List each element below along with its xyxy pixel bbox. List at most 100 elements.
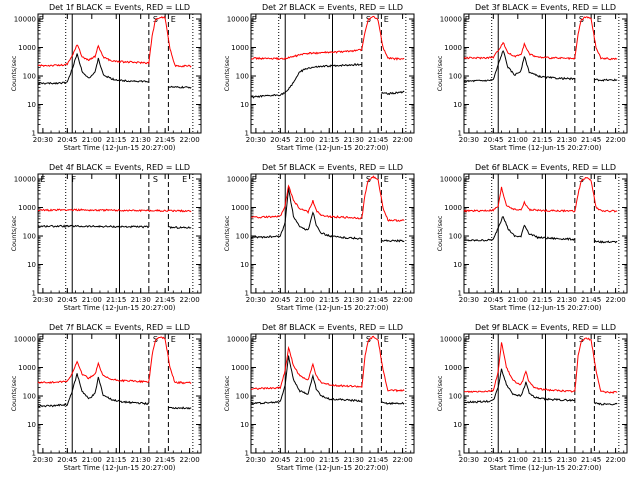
y-tick-label: 100 — [236, 393, 249, 401]
x-tick-label: 20:30 — [246, 296, 266, 304]
lld-series-line — [463, 176, 618, 213]
flag-label: E — [597, 175, 602, 184]
y-tick-label: 1000 — [444, 204, 462, 212]
x-tick-label: 21:00 — [82, 136, 102, 144]
lld-series-line — [37, 336, 192, 385]
x-tick-label: 21:15 — [532, 456, 552, 464]
events-series-line — [168, 226, 192, 230]
x-tick-label: 20:45 — [483, 136, 503, 144]
flag-label: E — [40, 175, 45, 184]
flag-label: S — [366, 335, 371, 344]
events-series-line — [381, 90, 405, 96]
y-tick-label: 10 — [453, 421, 462, 429]
x-tick-label: 21:15 — [106, 136, 126, 144]
flag-label: S — [579, 175, 584, 184]
panel-title: Det 9f BLACK = Events, RED = LLD — [475, 323, 616, 332]
y-tick-label: 10 — [453, 101, 462, 109]
y-axis-label: Counts/sec — [10, 55, 18, 91]
x-tick-label: 21:15 — [319, 136, 339, 144]
y-tick-label: 100 — [23, 393, 36, 401]
x-tick-label: 21:00 — [508, 296, 528, 304]
y-tick-label: 1000 — [444, 44, 462, 52]
y-tick-label: 10000 — [14, 176, 36, 184]
x-tick-label: 22:00 — [179, 296, 199, 304]
x-tick-label: 21:00 — [82, 456, 102, 464]
flag-label: E — [465, 175, 470, 184]
panel-7: Det 7f BLACK = Events, RED = LLD 1 10 100 10… — [10, 323, 202, 472]
flag-label: S — [153, 175, 158, 184]
y-tick-label: 10000 — [440, 336, 462, 344]
flag-label: F — [72, 175, 77, 184]
panel-8: Det 8f BLACK = Events, RED = LLD 1 10 100 10… — [223, 323, 415, 472]
x-tick-label: 22:00 — [605, 296, 625, 304]
events-series-line — [168, 406, 192, 410]
events-series-line — [250, 187, 362, 240]
events-series-line — [381, 401, 405, 406]
flag-label: E — [252, 175, 257, 184]
x-tick-label: 21:30 — [131, 136, 151, 144]
y-tick-label: 10 — [453, 261, 462, 269]
panel-title: Det 4f BLACK = Events, RED = LLD — [49, 163, 190, 172]
y-tick-label: 1000 — [18, 204, 36, 212]
y-tick-label: 10 — [240, 101, 249, 109]
x-tick-label: 21:30 — [557, 136, 577, 144]
x-tick-label: 20:30 — [459, 296, 479, 304]
y-tick-label: 10000 — [14, 336, 36, 344]
panel-title: Det 8f BLACK = Events, RED = LLD — [262, 323, 403, 332]
flag-label: E — [465, 335, 470, 344]
x-tick-label: 21:45 — [368, 296, 388, 304]
x-tick-label: 21:00 — [508, 136, 528, 144]
x-tick-label: 22:00 — [392, 456, 412, 464]
x-tick-label: 20:30 — [459, 456, 479, 464]
y-axis-label: Counts/sec — [436, 215, 444, 251]
x-tick-label: 21:30 — [557, 456, 577, 464]
x-tick-label: 21:30 — [131, 456, 151, 464]
y-tick-label: 100 — [236, 233, 249, 241]
flag-label: E — [182, 175, 187, 184]
lld-series-line — [463, 16, 618, 61]
y-tick-label: 1000 — [231, 204, 249, 212]
y-tick-label: 1000 — [18, 44, 36, 52]
x-tick-label: 20:30 — [459, 136, 479, 144]
lld-series-line — [251, 175, 405, 222]
y-tick-label: 1 — [458, 450, 462, 458]
panel-1: Det 1f BLACK = Events, RED = LLD 1 10 100 10… — [10, 3, 202, 152]
events-series-line — [463, 368, 575, 404]
panel-2: Det 2f BLACK = Events, RED = LLD 1 10 100 10… — [223, 3, 415, 152]
y-axis-label: Counts/sec — [223, 215, 231, 251]
y-axis-label: Counts/sec — [10, 215, 18, 251]
y-tick-label: 10000 — [14, 16, 36, 24]
x-axis-label: Start Time (12-Jun-15 20:27:00) — [490, 144, 602, 152]
x-tick-label: 20:45 — [270, 456, 290, 464]
x-tick-label: 21:00 — [295, 136, 315, 144]
y-tick-label: 1 — [32, 450, 36, 458]
x-tick-label: 21:15 — [319, 296, 339, 304]
y-tick-label: 100 — [449, 233, 462, 241]
x-tick-label: 22:00 — [605, 136, 625, 144]
flag-label: S — [153, 335, 158, 344]
y-tick-label: 100 — [23, 73, 36, 81]
x-axis-label: Start Time (12-Jun-15 20:27:00) — [490, 464, 602, 472]
events-series-line — [594, 78, 618, 82]
y-axis-label: Counts/sec — [436, 55, 444, 91]
flag-label: E — [597, 15, 602, 24]
x-tick-label: 21:00 — [295, 296, 315, 304]
y-tick-label: 10000 — [227, 336, 249, 344]
y-tick-label: 1 — [458, 290, 462, 298]
panel-9: Det 9f BLACK = Events, RED = LLD 1 10 100 10… — [436, 323, 628, 472]
x-tick-label: 20:45 — [483, 456, 503, 464]
y-tick-label: 10 — [27, 261, 36, 269]
events-series-line — [37, 373, 150, 408]
flag-label: E — [384, 15, 389, 24]
panel-title: Det 1f BLACK = Events, RED = LLD — [49, 3, 190, 12]
x-axis-label: Start Time (12-Jun-15 20:27:00) — [64, 144, 176, 152]
x-tick-label: 22:00 — [392, 296, 412, 304]
x-axis-label: Start Time (12-Jun-15 20:27:00) — [277, 304, 389, 312]
flag-label: E — [465, 15, 470, 24]
y-tick-label: 10000 — [440, 16, 462, 24]
x-tick-label: 22:00 — [179, 136, 199, 144]
y-tick-label: 100 — [449, 393, 462, 401]
panel-title: Det 3f BLACK = Events, RED = LLD — [475, 3, 616, 12]
y-tick-label: 1 — [32, 290, 36, 298]
